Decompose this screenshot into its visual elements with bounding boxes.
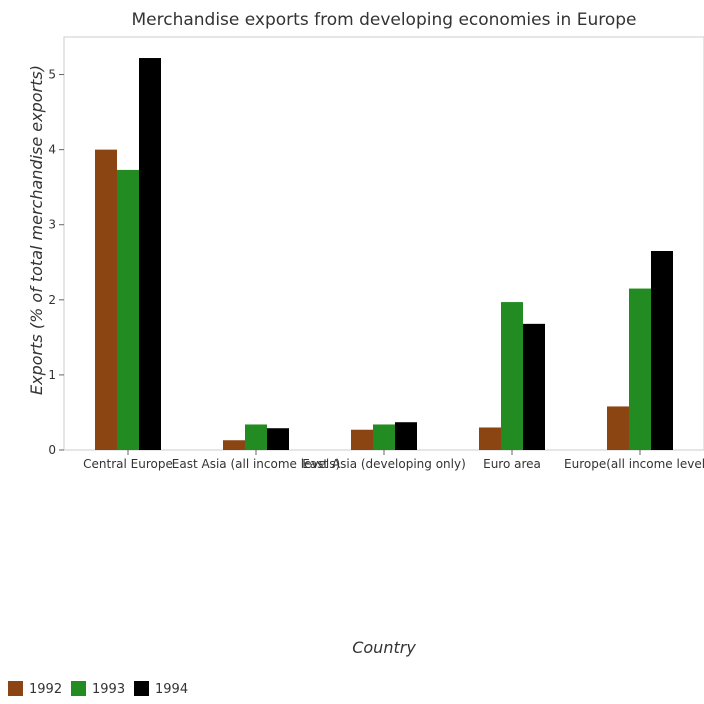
bar-1994 (651, 251, 673, 450)
bar-1993 (245, 424, 267, 450)
legend: 1992 1993 1994 (8, 681, 188, 697)
legend-swatch-1992 (8, 681, 23, 696)
x-axis-label: Country (352, 638, 416, 657)
x-tick-label: Euro area (483, 457, 541, 471)
bar-1993 (629, 288, 651, 450)
y-axis-label: Exports (% of total merchandise exports) (27, 65, 46, 395)
legend-label-1994: 1994 (155, 682, 188, 697)
bar-1994 (523, 323, 545, 450)
bar-1992 (479, 427, 501, 450)
legend-label-1992: 1992 (29, 682, 62, 697)
legend-swatch-1993 (71, 681, 86, 696)
bar-1993 (117, 169, 139, 451)
bar-1994 (267, 428, 289, 450)
y-tick-label: 0 (48, 443, 56, 457)
y-tick-label: 2 (48, 293, 56, 307)
x-tick-label: Central Europe (83, 457, 173, 471)
x-tick-label: East Asia (developing only) (302, 457, 466, 471)
y-tick-label: 4 (48, 143, 56, 157)
legend-swatch-1994 (134, 681, 149, 696)
y-tick-label: 5 (48, 68, 56, 82)
y-tick-label: 1 (48, 368, 56, 382)
legend-label-1993: 1993 (92, 682, 125, 697)
bar-1992 (95, 149, 117, 451)
bar-1992 (351, 429, 373, 450)
bar-1993 (501, 302, 523, 450)
bar-1992 (607, 406, 629, 450)
x-tick-label: East Asia (all income levels) (172, 457, 340, 471)
x-tick-label: Europe(all income levels) (564, 457, 704, 471)
bar-1994 (395, 422, 417, 450)
y-tick-label: 3 (48, 218, 56, 232)
bar-1993 (373, 424, 395, 450)
bar-1994 (139, 58, 161, 451)
chart-title: Merchandise exports from developing econ… (131, 10, 636, 30)
bar-1992 (223, 440, 245, 450)
